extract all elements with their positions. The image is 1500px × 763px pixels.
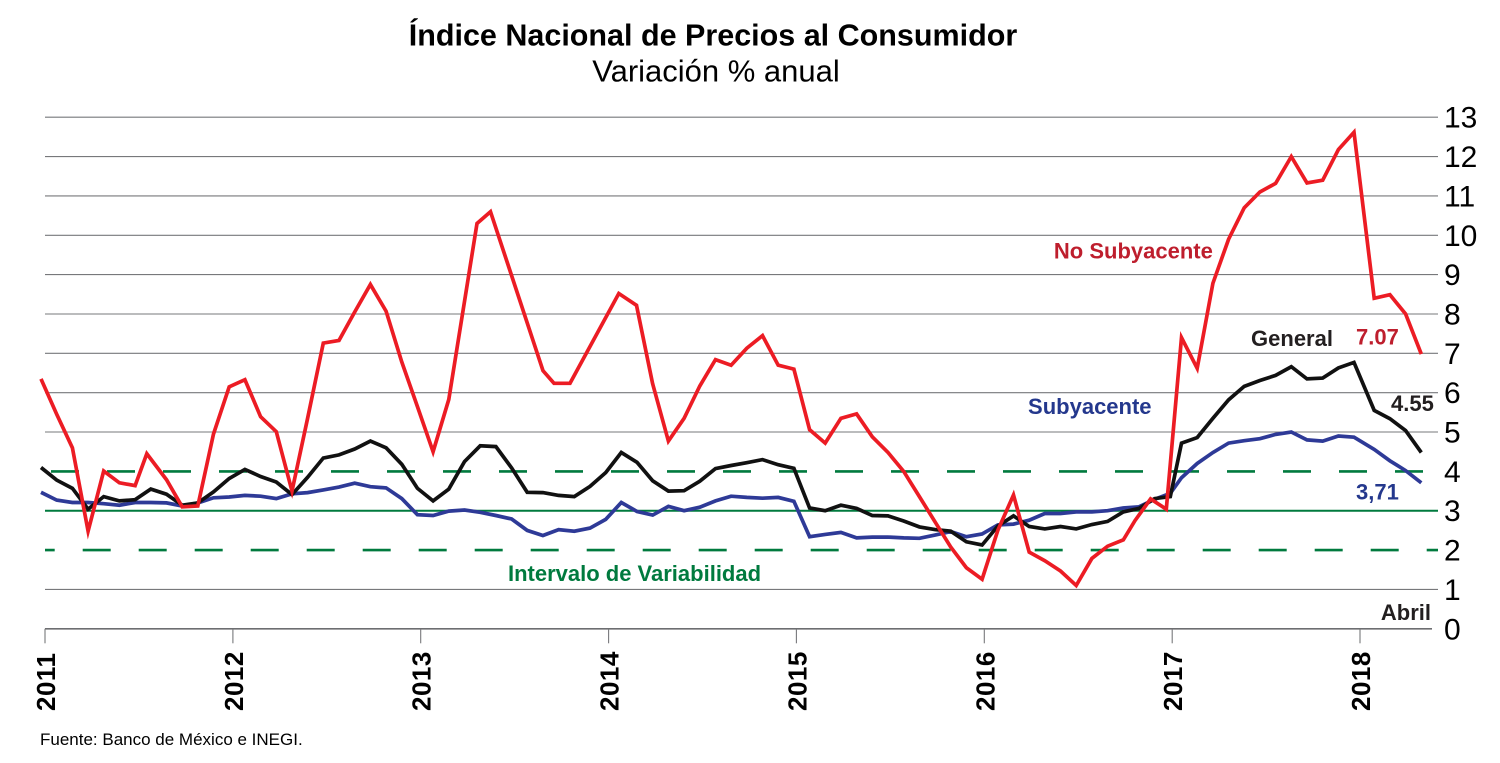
svg-text:12: 12: [1444, 141, 1477, 174]
svg-text:7.07: 7.07: [1356, 325, 1399, 350]
svg-text:2017: 2017: [1158, 651, 1188, 711]
svg-text:Intervalo de Variabilidad: Intervalo de Variabilidad: [508, 561, 761, 586]
svg-text:2016: 2016: [970, 651, 1000, 711]
svg-text:6: 6: [1444, 377, 1461, 410]
svg-text:3,71: 3,71: [1356, 480, 1399, 505]
svg-text:9: 9: [1444, 259, 1461, 292]
svg-text:Fuente: Banco de México e INEG: Fuente: Banco de México e INEGI.: [40, 730, 303, 749]
svg-text:11: 11: [1444, 180, 1475, 213]
svg-text:4: 4: [1444, 456, 1461, 489]
svg-text:2: 2: [1444, 535, 1461, 568]
svg-text:1: 1: [1444, 574, 1461, 607]
svg-text:13: 13: [1444, 102, 1477, 135]
svg-text:7: 7: [1444, 338, 1461, 371]
svg-text:2013: 2013: [407, 651, 437, 711]
svg-text:No Subyacente: No Subyacente: [1054, 239, 1213, 264]
svg-text:2011: 2011: [31, 653, 61, 711]
svg-text:2015: 2015: [782, 651, 812, 711]
svg-text:Abril: Abril: [1381, 600, 1431, 625]
svg-text:2018: 2018: [1346, 651, 1376, 711]
svg-text:3: 3: [1444, 495, 1461, 528]
svg-text:5: 5: [1444, 417, 1461, 450]
svg-text:0: 0: [1444, 613, 1461, 646]
svg-text:8: 8: [1444, 299, 1461, 332]
svg-text:4.55: 4.55: [1391, 391, 1434, 416]
svg-text:2012: 2012: [219, 651, 249, 711]
svg-text:Variación % anual: Variación % anual: [592, 54, 840, 89]
svg-text:Subyacente: Subyacente: [1028, 394, 1152, 419]
svg-text:10: 10: [1444, 220, 1477, 253]
svg-text:Índice Nacional de Precios al: Índice Nacional de Precios al Consumidor: [409, 18, 1018, 53]
svg-text:2014: 2014: [595, 651, 625, 711]
svg-text:General: General: [1251, 326, 1333, 351]
